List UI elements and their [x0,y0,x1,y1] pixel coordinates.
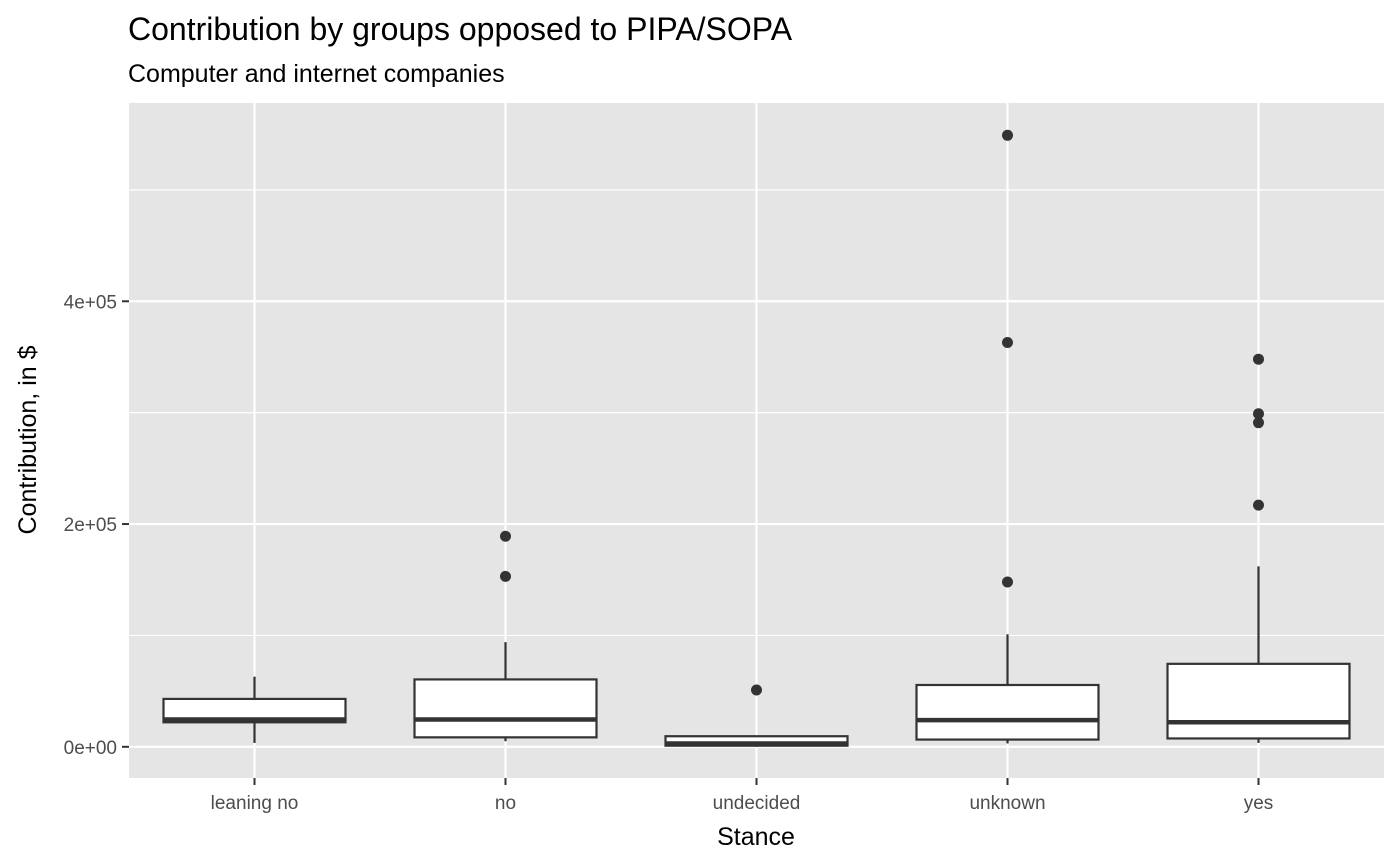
outlier-point [1253,499,1264,511]
x-tick-label: unknown [969,793,1045,814]
outlier-point [1002,336,1013,348]
x-tick-label: undecided [713,793,801,814]
x-tick-label: leaning no [211,793,299,814]
y-tick-label: 0e+00 [64,738,117,759]
outlier-point [1002,129,1013,141]
outlier-point [1253,353,1264,365]
box-no [413,530,598,742]
boxes [162,129,1351,747]
x-axis: leaning no no undecided unknown yes [211,778,1274,814]
y-tick-label: 2e+05 [64,515,117,536]
y-axis-title: Contribution, in $ [14,345,42,534]
outlier-point [500,530,511,542]
x-tick-label: no [495,793,516,814]
outlier-point [500,570,511,582]
box-leaning-no [162,676,347,743]
x-tick-label: yes [1244,793,1274,814]
y-tick-label: 4e+05 [64,292,117,313]
box-unknown [915,129,1100,744]
outlier-point [1253,417,1264,429]
x-axis-title: Stance [717,823,795,851]
box-iqr [162,697,347,724]
chart-title: Contribution by groups opposed to PIPA/S… [128,11,793,47]
outlier-point [1253,408,1264,420]
outlier-point [1002,576,1013,588]
box-yes [1166,353,1351,743]
box-iqr [413,678,598,739]
y-axis: 0e+00 2e+05 4e+05 [64,292,129,759]
outlier-point [751,684,762,696]
box-undecided [664,684,849,747]
box-iqr [915,683,1100,741]
chart-subtitle: Computer and internet companies [128,60,505,88]
box-iqr [1166,662,1351,740]
